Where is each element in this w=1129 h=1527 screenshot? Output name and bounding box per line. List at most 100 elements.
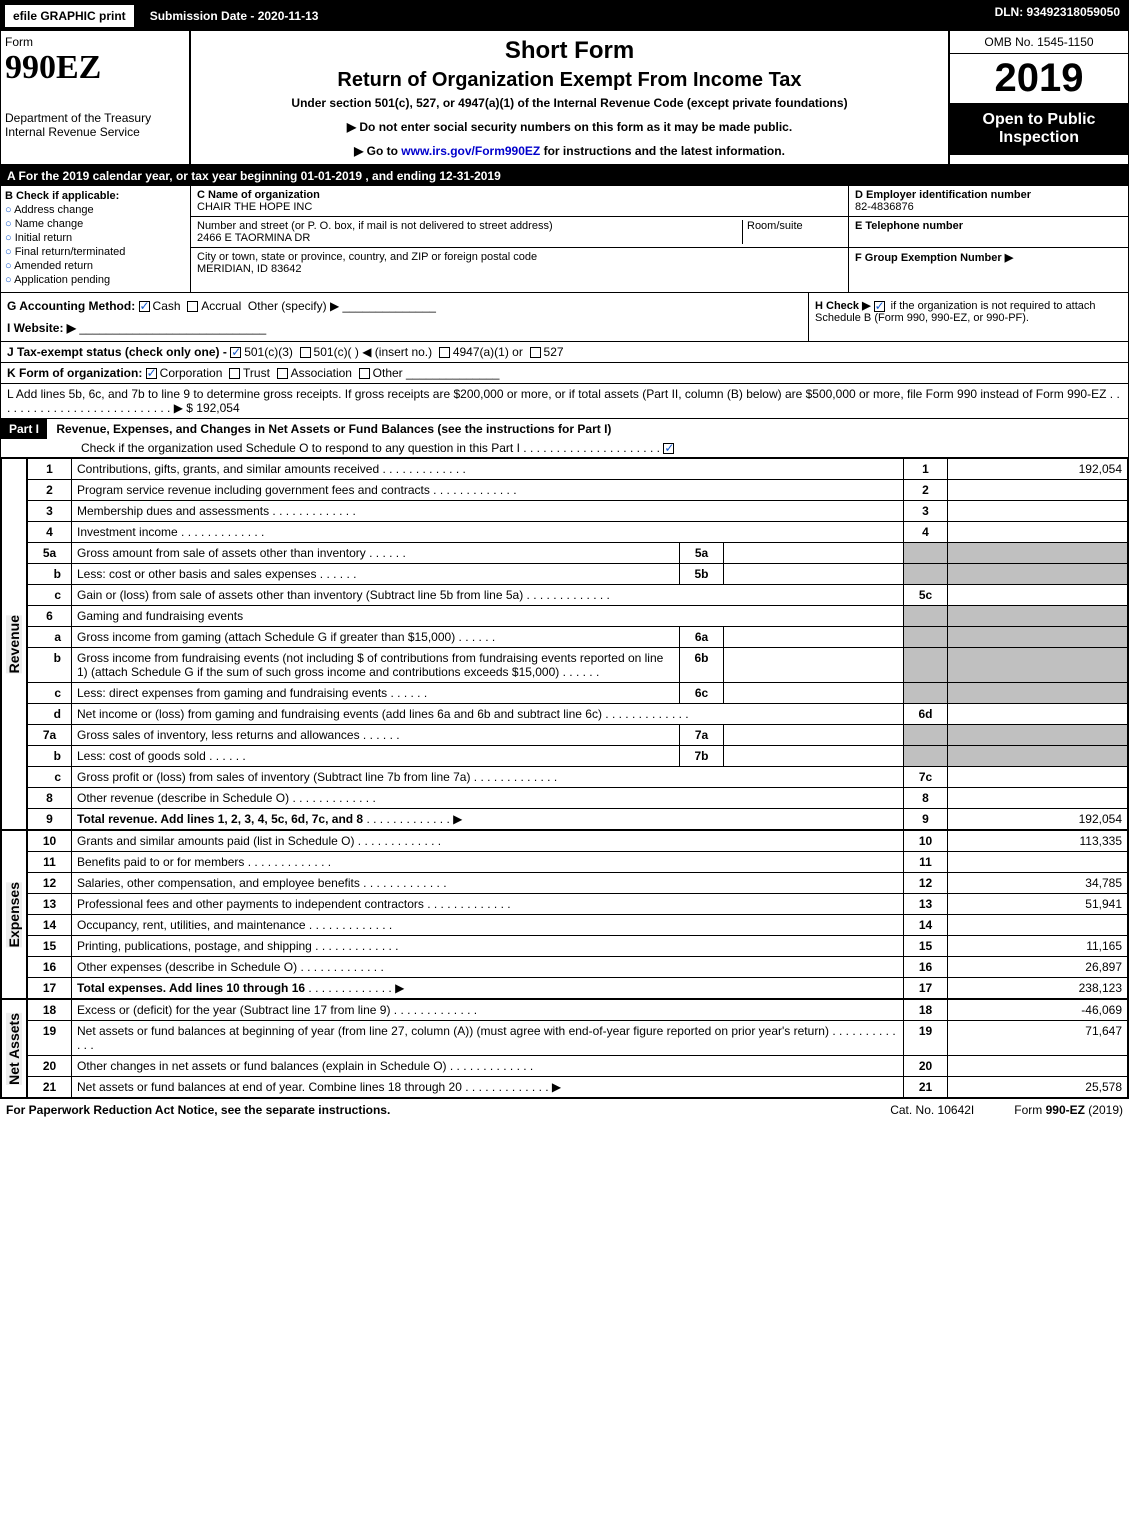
line-value: 25,578 <box>948 1077 1128 1098</box>
part-i-header: Part I Revenue, Expenses, and Changes in… <box>1 419 1128 458</box>
line-desc: Excess or (deficit) for the year (Subtra… <box>72 1000 904 1021</box>
line-value <box>948 1056 1128 1077</box>
line-desc: Gaming and fundraising events <box>72 606 904 627</box>
efile-print-button[interactable]: efile GRAPHIC print <box>3 3 136 29</box>
line-desc: Less: direct expenses from gaming and fu… <box>72 683 680 704</box>
chk-amended-return[interactable]: Amended return <box>5 260 186 272</box>
line-value <box>948 704 1128 725</box>
line-number: 13 <box>28 894 72 915</box>
line-ref: 6d <box>904 704 948 725</box>
line-number: 19 <box>28 1021 72 1056</box>
chk-other-org[interactable] <box>359 368 370 379</box>
line-desc: Grants and similar amounts paid (list in… <box>72 831 904 852</box>
c-label: C Name of organization <box>197 189 320 201</box>
line-number: 5a <box>28 543 72 564</box>
j-row: J Tax-exempt status (check only one) - 5… <box>1 342 1128 363</box>
h-label: H Check ▶ <box>815 300 871 312</box>
gh-row: G Accounting Method: Cash Accrual Other … <box>1 293 1128 342</box>
subline-value <box>724 648 904 683</box>
open-inspection-badge: Open to Public Inspection <box>950 103 1128 155</box>
subline-value <box>724 746 904 767</box>
footer-catno: Cat. No. 10642I <box>890 1103 974 1117</box>
line-value <box>948 746 1128 767</box>
line-value <box>948 522 1128 543</box>
f-label: F Group Exemption Number ▶ <box>855 252 1013 264</box>
line-value <box>948 585 1128 606</box>
line-desc: Gross sales of inventory, less returns a… <box>72 725 680 746</box>
line-desc: Gross profit or (loss) from sales of inv… <box>72 767 904 788</box>
chk-name-change[interactable]: Name change <box>5 218 186 230</box>
line-desc: Net assets or fund balances at end of ye… <box>72 1077 904 1098</box>
line-desc: Professional fees and other payments to … <box>72 894 904 915</box>
part-i-tag: Part I <box>1 419 47 439</box>
chk-cash[interactable] <box>139 301 150 312</box>
footer-paperwork: For Paperwork Reduction Act Notice, see … <box>6 1103 390 1117</box>
subline-box: 5b <box>680 564 724 585</box>
subline-value <box>724 543 904 564</box>
chk-application-pending[interactable]: Application pending <box>5 274 186 286</box>
line-ref: 10 <box>904 831 948 852</box>
line-value <box>948 683 1128 704</box>
chk-final-return[interactable]: Final return/terminated <box>5 246 186 258</box>
l-amount: ▶ $ 192,054 <box>174 401 240 415</box>
org-city: MERIDIAN, ID 83642 <box>197 263 302 275</box>
line-value <box>948 648 1128 683</box>
form-number: 990EZ <box>5 49 185 87</box>
chk-501c[interactable] <box>300 347 311 358</box>
row-a-taxyear: A For the 2019 calendar year, or tax yea… <box>1 166 1128 186</box>
subline-value <box>724 725 904 746</box>
chk-association[interactable] <box>277 368 288 379</box>
line-value: 238,123 <box>948 978 1128 999</box>
page-footer: For Paperwork Reduction Act Notice, see … <box>0 1099 1129 1121</box>
line-value: 51,941 <box>948 894 1128 915</box>
line-ref: 2 <box>904 480 948 501</box>
chk-schedule-b[interactable] <box>874 301 885 312</box>
city-label: City or town, state or province, country… <box>197 251 537 263</box>
line-value: 11,165 <box>948 936 1128 957</box>
chk-trust[interactable] <box>229 368 240 379</box>
line-ref: 9 <box>904 809 948 830</box>
submission-date-badge: Submission Date - 2020-11-13 <box>140 3 329 29</box>
line-ref: 17 <box>904 978 948 999</box>
line-number: c <box>28 767 72 788</box>
l-row: L Add lines 5b, 6c, and 7b to line 9 to … <box>1 384 1128 419</box>
line-ref <box>904 746 948 767</box>
line-number: 10 <box>28 831 72 852</box>
chk-initial-return[interactable]: Initial return <box>5 232 186 244</box>
chk-527[interactable] <box>530 347 541 358</box>
chk-address-change[interactable]: Address change <box>5 204 186 216</box>
line-number: 20 <box>28 1056 72 1077</box>
line-desc: Printing, publications, postage, and shi… <box>72 936 904 957</box>
line-ref <box>904 683 948 704</box>
line-value <box>948 725 1128 746</box>
line-number: 12 <box>28 873 72 894</box>
line-value <box>948 501 1128 522</box>
line-ref: 3 <box>904 501 948 522</box>
chk-schedule-o[interactable] <box>663 443 674 454</box>
line-ref: 19 <box>904 1021 948 1056</box>
k-row: K Form of organization: Corporation Trus… <box>1 363 1128 384</box>
subline-box: 7b <box>680 746 724 767</box>
line-number: c <box>28 585 72 606</box>
section-label: Net Assets <box>6 1013 22 1085</box>
chk-501c3[interactable] <box>230 347 241 358</box>
line-value <box>948 915 1128 936</box>
chk-corporation[interactable] <box>146 368 157 379</box>
line-number: 7a <box>28 725 72 746</box>
line-desc: Less: cost of goods sold . . . . . . <box>72 746 680 767</box>
entity-grid: B Check if applicable: Address change Na… <box>1 186 1128 293</box>
line-ref <box>904 543 948 564</box>
subline-box: 5a <box>680 543 724 564</box>
chk-4947[interactable] <box>439 347 450 358</box>
part-i-sub: Check if the organization used Schedule … <box>81 441 520 455</box>
line-number: b <box>28 746 72 767</box>
e-label: E Telephone number <box>855 220 963 232</box>
line-desc: Other changes in net assets or fund bala… <box>72 1056 904 1077</box>
chk-accrual[interactable] <box>187 301 198 312</box>
line-value: 26,897 <box>948 957 1128 978</box>
irs-link[interactable]: www.irs.gov/Form990EZ <box>401 144 540 158</box>
form-label: Form <box>5 35 185 49</box>
org-address: 2466 E TAORMINA DR <box>197 232 310 244</box>
line-ref <box>904 627 948 648</box>
line-number: 3 <box>28 501 72 522</box>
